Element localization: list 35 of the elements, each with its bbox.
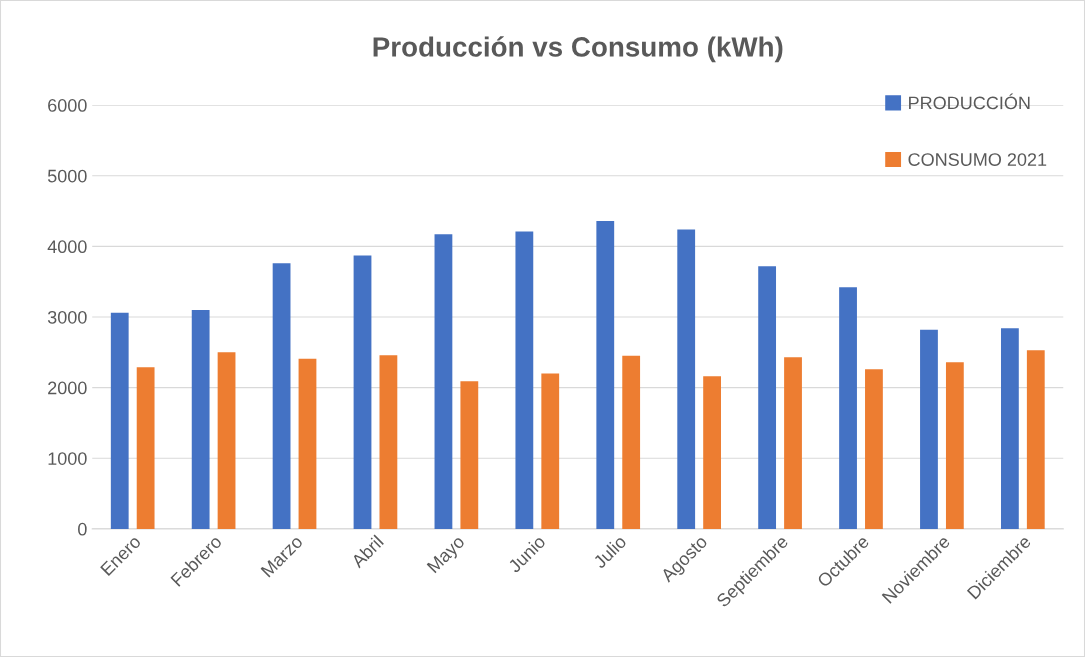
bar: [784, 357, 802, 529]
bar: [379, 355, 398, 529]
bar: [839, 287, 857, 529]
bar: [1000, 328, 1019, 529]
bar: [920, 329, 938, 529]
legend-label: PRODUCCIÓN: [909, 93, 1030, 110]
bar: [596, 220, 615, 529]
bar: [353, 255, 372, 529]
bar: [622, 355, 641, 529]
bar: [434, 234, 453, 529]
y-tick-label: 3000: [47, 310, 87, 324]
bar: [945, 362, 964, 529]
y-tick-label: 2000: [48, 381, 87, 395]
bar: [758, 266, 777, 529]
chart-title: Producción vs Consumo (kWh): [373, 36, 783, 63]
bar: [460, 381, 479, 529]
y-tick-label: 4000: [47, 240, 87, 254]
bar: [515, 231, 534, 529]
bar: [677, 229, 696, 529]
bar: [541, 373, 560, 529]
x-tick-label: Julio: [592, 534, 628, 570]
y-tick-label: 6000: [48, 99, 87, 112]
bar: [865, 369, 883, 529]
bar: [298, 358, 317, 529]
y-tick-label: 1000: [48, 452, 87, 465]
bar: [191, 309, 210, 529]
bar: [703, 376, 721, 529]
bar: [1026, 350, 1045, 529]
bar: [136, 367, 155, 529]
bar: [217, 352, 236, 529]
bar: [272, 263, 291, 529]
y-tick-label: 5000: [47, 169, 87, 183]
bar: [110, 312, 129, 529]
y-tick-label: 0: [78, 522, 87, 536]
legend-label: CONSUMO 2021: [908, 153, 1047, 166]
